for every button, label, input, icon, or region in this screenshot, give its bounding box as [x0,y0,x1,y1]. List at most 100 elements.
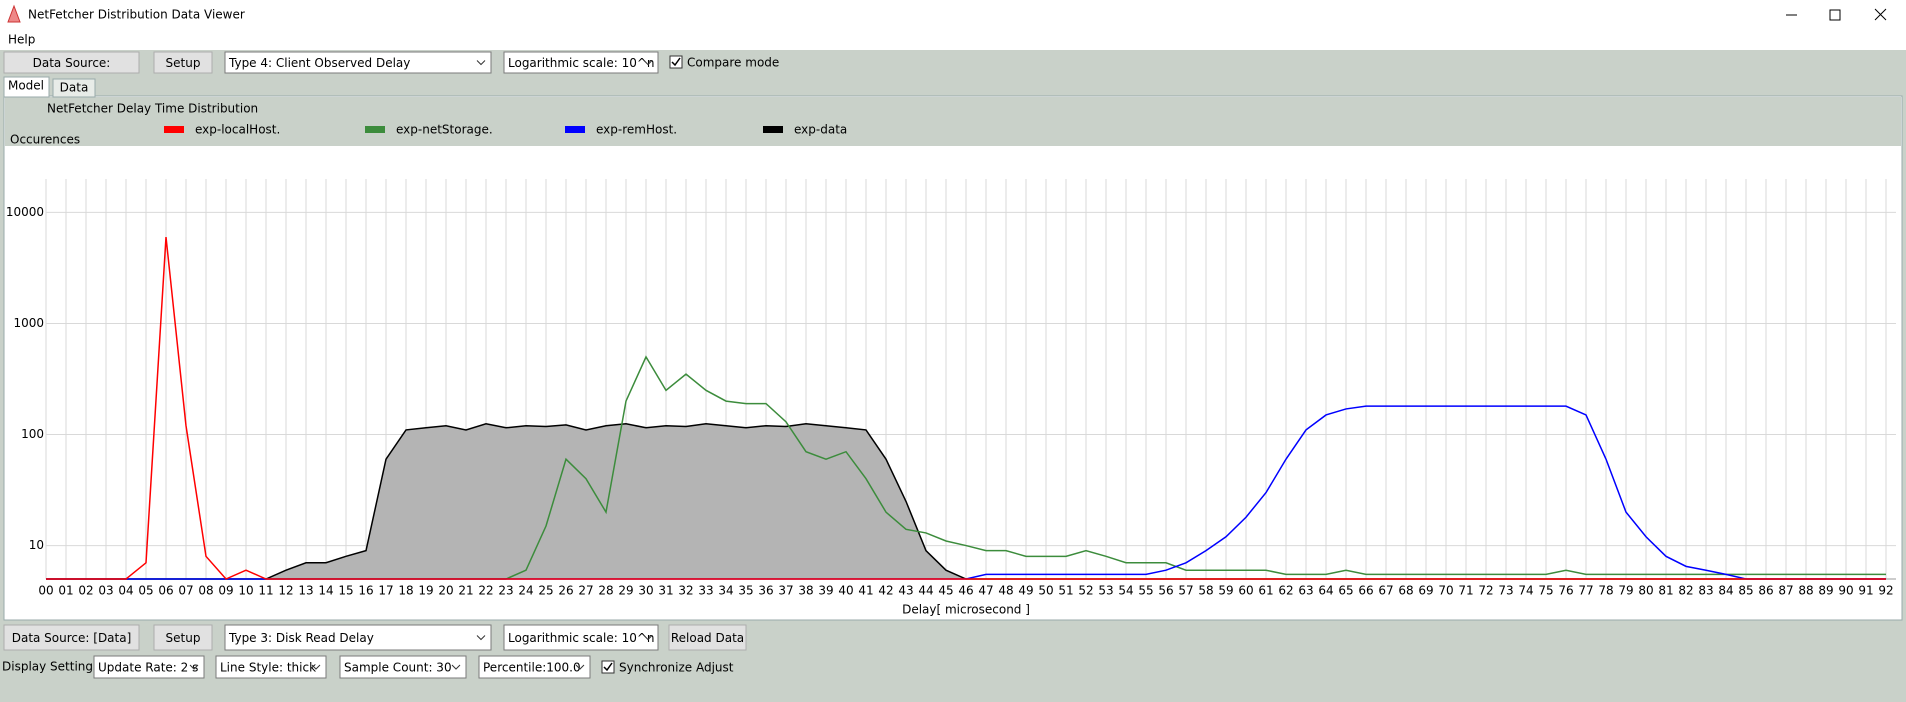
x-tick-label: 76 [1558,584,1573,598]
x-tick-label: 90 [1838,584,1853,598]
legend-band [5,97,1901,146]
x-tick-label: 38 [798,584,813,598]
x-tick-label: 43 [898,584,913,598]
x-tick-label: 27 [578,584,593,598]
x-tick-label: 59 [1218,584,1233,598]
x-tick-label: 28 [598,584,613,598]
dropdown-arrow[interactable] [575,664,585,670]
x-tick-label: 79 [1618,584,1633,598]
dropdown[interactable] [93,655,205,679]
tab-label[interactable]: Model [8,79,44,93]
button-label[interactable]: Setup [166,56,201,70]
x-tick-label: 91 [1858,584,1873,598]
x-tick-label: 60 [1238,584,1253,598]
dropdown-label[interactable]: Type 4: Client Observed Delay [228,56,410,70]
button[interactable] [153,51,213,74]
x-tick-label: 63 [1298,584,1313,598]
x-tick-label: 49 [1018,584,1033,598]
x-tick-label: 26 [558,584,573,598]
legend-label: exp-data [794,123,847,137]
x-tick-label: 75 [1538,584,1553,598]
dropdown[interactable] [224,624,492,651]
x-tick-label: 25 [538,584,553,598]
checkmark[interactable] [603,662,613,672]
y-tick-label: 10000 [6,205,44,219]
x-tick-label: 47 [978,584,993,598]
y-tick-label: 100 [21,427,44,441]
checkbox[interactable] [669,55,683,69]
dropdown-arrow[interactable] [476,60,486,66]
y-tick-label: 10 [29,538,44,552]
x-tick-label: 62 [1278,584,1293,598]
x-tick-label: 30 [638,584,653,598]
x-tick-label: 33 [698,584,713,598]
x-tick-label: 68 [1398,584,1413,598]
button-label[interactable]: Data Source: [Data] [12,631,132,645]
x-tick-label: 15 [338,584,353,598]
x-tick-label: 83 [1698,584,1713,598]
tab-model[interactable] [3,76,50,98]
x-tick-label: 81 [1658,584,1673,598]
checkmark[interactable] [671,57,681,67]
x-tick-label: 24 [518,584,533,598]
button[interactable] [668,624,747,651]
x-tick-label: 37 [778,584,793,598]
button-label[interactable]: Reload Data [671,631,744,645]
checkbox-label[interactable]: Compare mode [687,56,779,70]
dropdown[interactable] [339,655,467,679]
dropdown-label[interactable]: Update Rate: 2 s [98,661,198,675]
x-tick-label: 20 [438,584,453,598]
x-tick-label: 57 [1178,584,1193,598]
button-label[interactable]: Setup [166,631,201,645]
dropdown-arrow[interactable] [189,664,199,670]
x-tick-label: 13 [298,584,313,598]
x-tick-label: 58 [1198,584,1213,598]
dropdown[interactable] [224,51,492,74]
dropdown-label[interactable]: Sample Count: 30 [344,661,452,675]
dropdown-arrow[interactable] [451,664,461,670]
dropdown-label[interactable]: Type 3: Disk Read Delay [228,631,374,645]
x-tick-label: 42 [878,584,893,598]
dropdown[interactable] [478,655,591,679]
x-tick-label: 04 [118,584,133,598]
button-label[interactable]: Data Source: [33,56,111,70]
button[interactable] [3,624,140,651]
x-tick-label: 84 [1718,584,1733,598]
legend-swatch [565,126,585,133]
checkbox[interactable] [601,660,615,674]
x-tick-label: 80 [1638,584,1653,598]
x-tick-label: 78 [1598,584,1613,598]
dropdown-arrow[interactable] [643,635,653,641]
display-setting-label: Display Setting: [2,660,97,674]
dropdown-label[interactable]: Line Style: thick [220,661,316,675]
dropdown[interactable] [215,655,327,679]
button[interactable] [3,51,140,74]
x-tick-label: 22 [478,584,493,598]
dropdown-arrow[interactable] [643,60,653,66]
x-tick-label: 51 [1058,584,1073,598]
menu-help[interactable]: Help [8,33,35,47]
button[interactable] [153,624,213,651]
tab-data[interactable] [52,78,96,98]
dropdown-label[interactable]: Percentile:100.0 [483,661,581,675]
x-tick-label: 05 [138,584,153,598]
dropdown[interactable] [503,624,659,651]
dropdown-label[interactable]: Logarithmic scale: 10^n [508,631,655,645]
legend-label: exp-localHost. [195,123,280,137]
tab-label[interactable]: Data [60,81,89,95]
legend-label: exp-netStorage. [396,123,493,137]
dropdown-arrow[interactable] [311,664,321,670]
dropdown[interactable] [503,51,659,74]
x-tick-label: 06 [158,584,173,598]
x-tick-label: 56 [1158,584,1173,598]
dropdown-arrow[interactable] [476,635,486,641]
close-button[interactable] [1874,8,1887,21]
window-title: NetFetcher Distribution Data Viewer [28,8,245,22]
maximize-button[interactable] [1829,9,1841,21]
checkbox-label[interactable]: Synchronize Adjust [619,661,734,675]
x-tick-label: 34 [718,584,733,598]
x-tick-label: 86 [1758,584,1773,598]
x-tick-label: 46 [958,584,973,598]
dropdown-label[interactable]: Logarithmic scale: 10^n [508,56,655,70]
